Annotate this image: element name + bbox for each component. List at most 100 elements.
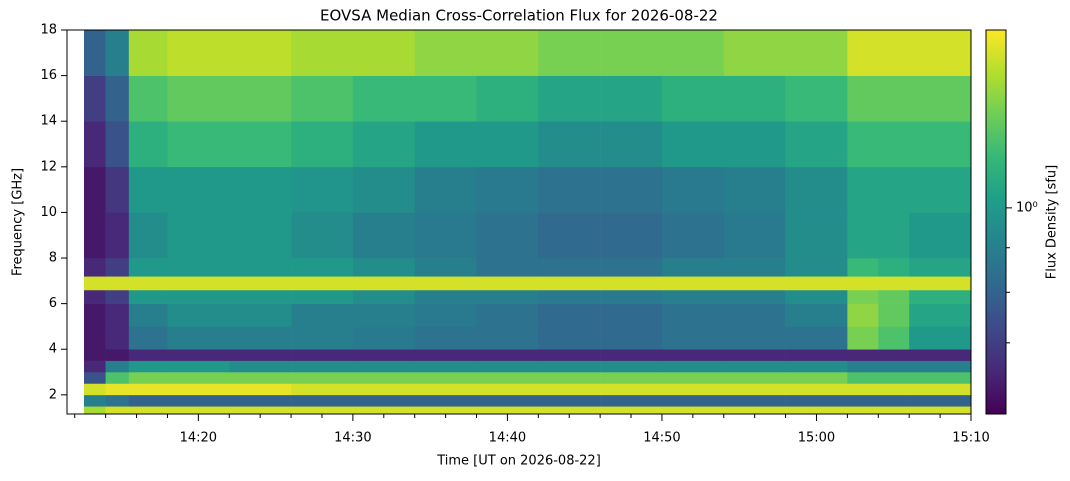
heatmap-cell <box>785 360 848 373</box>
heatmap-cell <box>229 258 292 277</box>
heatmap-cell <box>167 30 230 76</box>
heatmap-cell <box>878 289 910 304</box>
heatmap-cell <box>167 349 230 361</box>
heatmap-cell <box>847 276 879 291</box>
heatmap-cell <box>83 121 106 168</box>
heatmap-cell <box>229 121 292 168</box>
heatmap-cell <box>229 349 292 361</box>
heatmap-cell <box>538 212 601 259</box>
heatmap-cell <box>229 212 292 259</box>
heatmap-cell <box>414 303 477 327</box>
heatmap-cell <box>538 372 601 384</box>
heatmap-cell <box>105 212 130 259</box>
heatmap-cell <box>291 406 354 415</box>
heatmap-cell <box>167 394 230 407</box>
x-tick-label: 14:50 <box>643 431 680 446</box>
heatmap-cell <box>878 326 910 350</box>
heatmap-cell <box>661 289 725 304</box>
heatmap-cell <box>847 166 879 213</box>
heatmap-cell <box>476 289 539 304</box>
heatmap-cell <box>476 394 539 407</box>
heatmap-cell <box>83 30 106 76</box>
heatmap-cell <box>878 75 910 122</box>
heatmap-cell <box>847 372 879 384</box>
heatmap-cell <box>128 303 168 327</box>
colorbar <box>985 29 1007 415</box>
heatmap-cell <box>538 349 601 361</box>
heatmap-cell <box>291 276 354 291</box>
heatmap-cell <box>600 30 663 76</box>
heatmap-cell <box>128 289 168 304</box>
heatmap-cell <box>723 75 786 122</box>
heatmap-cell <box>414 406 477 415</box>
heatmap-cell <box>105 166 130 213</box>
heatmap-cell <box>785 383 848 396</box>
heatmap-cell <box>723 289 786 304</box>
heatmap-cell <box>414 30 477 76</box>
heatmap-cell <box>352 372 415 384</box>
heatmap-cell <box>723 326 786 350</box>
heatmap-cell <box>167 121 230 168</box>
heatmap-cell <box>878 30 910 76</box>
heatmap-cell <box>847 121 879 168</box>
heatmap-cell <box>352 30 415 76</box>
heatmap-cell <box>661 30 725 76</box>
plot-frame <box>66 29 972 415</box>
heatmap-cell <box>878 121 910 168</box>
heatmap-cell <box>291 326 354 350</box>
heatmap-cell <box>83 276 106 291</box>
heatmap-cell <box>476 372 539 384</box>
heatmap-cell <box>785 75 848 122</box>
heatmap-cell <box>352 326 415 350</box>
heatmap-cell <box>909 406 972 415</box>
heatmap-cell <box>785 406 848 415</box>
heatmap-cell <box>600 258 663 277</box>
heatmap-cell <box>538 75 601 122</box>
heatmap-cell <box>538 258 601 277</box>
heatmap-cell <box>83 258 106 277</box>
heatmap-cell <box>600 383 663 396</box>
heatmap-cell <box>105 406 130 415</box>
heatmap-cell <box>476 166 539 213</box>
heatmap-cell <box>414 289 477 304</box>
x-tick-label: 15:00 <box>798 431 835 446</box>
heatmap-cell <box>723 30 786 76</box>
heatmap-cell <box>414 394 477 407</box>
heatmap-cell <box>352 75 415 122</box>
heatmap-cell <box>847 360 879 373</box>
heatmap-cell <box>723 276 786 291</box>
heatmap-cell <box>538 360 601 373</box>
heatmap-cell <box>105 326 130 350</box>
heatmap-cell <box>128 372 168 384</box>
heatmap-cell <box>83 326 106 350</box>
y-tick-label: 12 <box>40 159 57 174</box>
heatmap-cell <box>723 212 786 259</box>
heatmap-cell <box>538 406 601 415</box>
heatmap-cell <box>83 289 106 304</box>
heatmap-cell <box>785 30 848 76</box>
heatmap-cell <box>83 360 106 373</box>
heatmap-cell <box>167 276 230 291</box>
heatmap-cell <box>909 372 972 384</box>
heatmap-cell <box>661 349 725 361</box>
heatmap-cell <box>352 166 415 213</box>
heatmap-cell <box>167 289 230 304</box>
heatmap-cell <box>352 121 415 168</box>
heatmap-cell <box>847 406 879 415</box>
heatmap-cell <box>723 383 786 396</box>
heatmap-cell <box>414 258 477 277</box>
heatmap-cell <box>538 30 601 76</box>
heatmap-cell <box>878 383 910 396</box>
heatmap-cell <box>785 372 848 384</box>
heatmap-cell <box>83 303 106 327</box>
heatmap-cell <box>476 276 539 291</box>
heatmap-cell <box>909 121 972 168</box>
heatmap-cell <box>291 258 354 277</box>
heatmap-cell <box>476 360 539 373</box>
heatmap-cell <box>600 406 663 415</box>
heatmap-cell <box>723 303 786 327</box>
heatmap-cell <box>785 349 848 361</box>
heatmap-cell <box>538 121 601 168</box>
heatmap-cell <box>229 75 292 122</box>
